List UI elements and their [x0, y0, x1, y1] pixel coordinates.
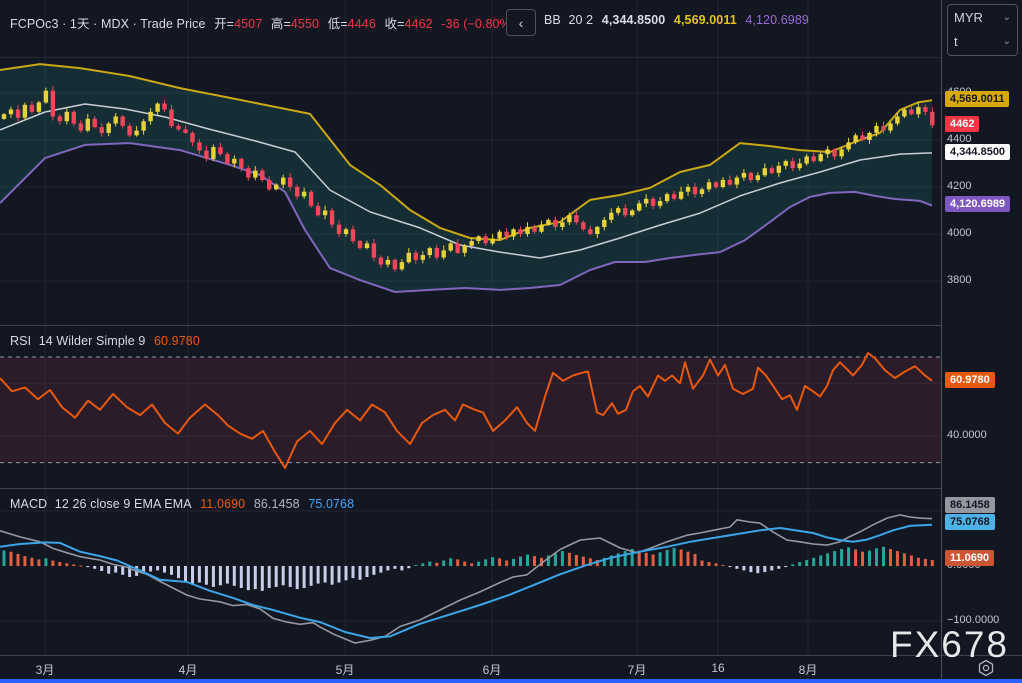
pane-divider-main-rsi[interactable] — [0, 325, 1022, 326]
high-value: 4550 — [290, 17, 320, 31]
timezone-icon[interactable] — [977, 659, 995, 677]
chevron-down-icon: ⌄ — [1002, 35, 1011, 47]
time-axis-label: 4月 — [178, 663, 198, 677]
rsi-params: 14 Wilder Simple 9 — [38, 334, 146, 348]
bb-params: 20 2 — [568, 13, 594, 27]
symbol-title[interactable]: FCPOc3 · 1天 · MDX · Trade Price — [10, 17, 206, 31]
macd-legend: MACD 12 26 close 9 EMA EMA 11.0690 86.14… — [10, 497, 359, 511]
macd-params: 12 26 close 9 EMA EMA — [54, 497, 192, 511]
pane-divider-rsi-macd[interactable] — [0, 488, 1022, 489]
bb-upper-badge: 4,569.0011 — [945, 91, 1010, 107]
time-axis-divider — [0, 655, 1022, 656]
toolbar-divider — [0, 57, 1022, 58]
low-value: 4446 — [347, 17, 376, 31]
last-price-badge: 4462 — [945, 116, 980, 132]
time-axis-label: 6月 — [482, 663, 502, 677]
chart-canvas[interactable] — [0, 0, 941, 655]
macd-line-value: 75.0768 — [308, 497, 355, 511]
macd-name[interactable]: MACD — [10, 497, 48, 511]
time-axis[interactable]: 3月 4月 5月 6月 7月 16 8月 — [0, 656, 1022, 680]
axis-tick: 3800 — [947, 274, 972, 286]
legend-back-button[interactable]: ‹ — [506, 9, 536, 36]
macd-line-badge: 75.0768 — [945, 514, 995, 530]
currency-selector[interactable]: MYR ⌄ — [948, 5, 1017, 29]
axis-tick: 40.0000 — [947, 429, 987, 441]
price-axis-border — [941, 0, 942, 683]
open-value: 4507 — [234, 17, 263, 31]
symbol-legend: FCPOc3 · 1天 · MDX · Trade Price 开=4507 高… — [10, 13, 520, 32]
rsi-value: 60.9780 — [154, 334, 200, 348]
macd-signal-value: 86.1458 — [253, 497, 300, 511]
fx678-watermark: FX678 — [890, 624, 1010, 665]
axis-tick: −100.0000 — [947, 614, 1000, 626]
bb-basis-badge: 4,344.8500 — [945, 144, 1011, 160]
time-axis-label: 16 — [711, 661, 725, 675]
currency-value: MYR — [954, 9, 983, 25]
chevron-down-icon: ⌄ — [1002, 11, 1011, 23]
bb-basis-value: 4,344.8500 — [601, 13, 666, 27]
bottom-accent-bar — [0, 679, 1022, 683]
price-axis[interactable]: 460044004200400038004,569.001144624,344.… — [942, 0, 1022, 655]
bb-lower-badge: 4,120.6989 — [945, 196, 1011, 212]
rsi-value-badge: 60.9780 — [945, 372, 995, 388]
close-value: 4462 — [404, 17, 433, 31]
bb-legend: BB 20 2 4,344.8500 4,569.0011 4,120.6989 — [544, 13, 814, 27]
change-value: -36 (−0.80%) — [441, 17, 516, 31]
bb-lower-value: 4,120.6989 — [745, 13, 809, 27]
unit-value: t — [954, 33, 958, 49]
time-axis-label: 3月 — [35, 663, 55, 677]
time-axis-label: 7月 — [627, 663, 647, 677]
bb-name[interactable]: BB — [544, 13, 561, 27]
macd-signal-badge: 86.1458 — [945, 497, 995, 513]
scale-selector-box: MYR ⌄ t ⌄ — [947, 4, 1018, 56]
low-label: 低= — [327, 17, 348, 31]
open-label: 开= — [214, 17, 235, 31]
chevron-left-icon: ‹ — [518, 14, 524, 31]
axis-tick: 4000 — [947, 227, 972, 239]
time-axis-label: 5月 — [335, 663, 355, 677]
axis-tick: 4200 — [947, 180, 972, 192]
time-axis-label: 8月 — [798, 663, 818, 677]
unit-selector[interactable]: t ⌄ — [948, 29, 1017, 53]
macd-hist-value: 11.0690 — [200, 497, 246, 511]
rsi-name[interactable]: RSI — [10, 334, 32, 348]
bb-upper-value: 4,569.0011 — [673, 13, 737, 27]
macd-hist-badge: 11.0690 — [945, 550, 995, 566]
axis-tick: 4400 — [947, 133, 972, 145]
close-label: 收= — [384, 17, 405, 31]
high-label: 高= — [270, 17, 291, 31]
rsi-legend: RSI 14 Wilder Simple 9 60.9780 — [10, 334, 205, 348]
